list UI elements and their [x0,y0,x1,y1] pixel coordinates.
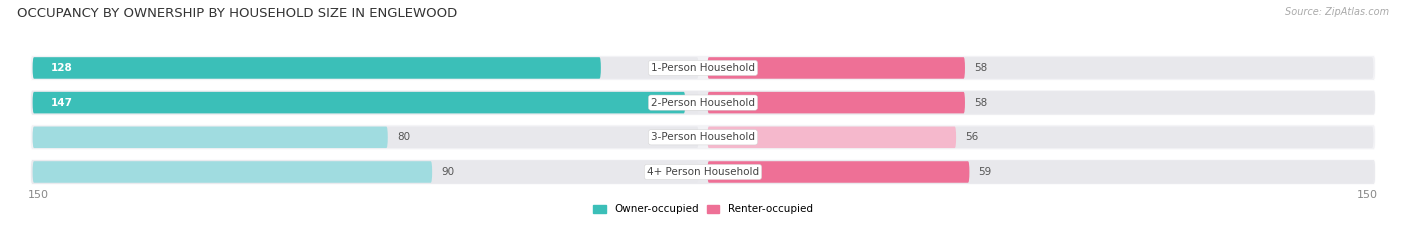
Text: 58: 58 [974,98,987,108]
Text: 58: 58 [974,63,987,73]
FancyBboxPatch shape [32,161,432,183]
FancyBboxPatch shape [32,57,600,79]
FancyBboxPatch shape [707,92,1374,113]
FancyBboxPatch shape [707,127,1374,148]
FancyBboxPatch shape [32,92,685,113]
Text: 4+ Person Household: 4+ Person Household [647,167,759,177]
FancyBboxPatch shape [707,57,965,79]
Text: 90: 90 [441,167,454,177]
FancyBboxPatch shape [32,127,699,148]
FancyBboxPatch shape [707,92,965,113]
Text: 1-Person Household: 1-Person Household [651,63,755,73]
FancyBboxPatch shape [32,127,388,148]
FancyBboxPatch shape [31,125,1375,150]
Legend: Owner-occupied, Renter-occupied: Owner-occupied, Renter-occupied [589,200,817,219]
Text: 128: 128 [51,63,72,73]
Text: 3-Person Household: 3-Person Household [651,132,755,142]
Text: 56: 56 [965,132,979,142]
Text: 147: 147 [51,98,73,108]
FancyBboxPatch shape [32,161,699,183]
FancyBboxPatch shape [31,160,1375,185]
Text: 150: 150 [1357,190,1378,200]
FancyBboxPatch shape [707,161,969,183]
Text: 59: 59 [979,167,991,177]
Text: 2-Person Household: 2-Person Household [651,98,755,108]
FancyBboxPatch shape [32,57,699,79]
FancyBboxPatch shape [31,90,1375,115]
FancyBboxPatch shape [32,92,699,113]
Text: Source: ZipAtlas.com: Source: ZipAtlas.com [1285,7,1389,17]
FancyBboxPatch shape [31,55,1375,80]
FancyBboxPatch shape [707,161,1374,183]
Text: OCCUPANCY BY OWNERSHIP BY HOUSEHOLD SIZE IN ENGLEWOOD: OCCUPANCY BY OWNERSHIP BY HOUSEHOLD SIZE… [17,7,457,20]
Text: 150: 150 [28,190,49,200]
FancyBboxPatch shape [707,127,956,148]
Text: 80: 80 [396,132,411,142]
FancyBboxPatch shape [707,57,1374,79]
